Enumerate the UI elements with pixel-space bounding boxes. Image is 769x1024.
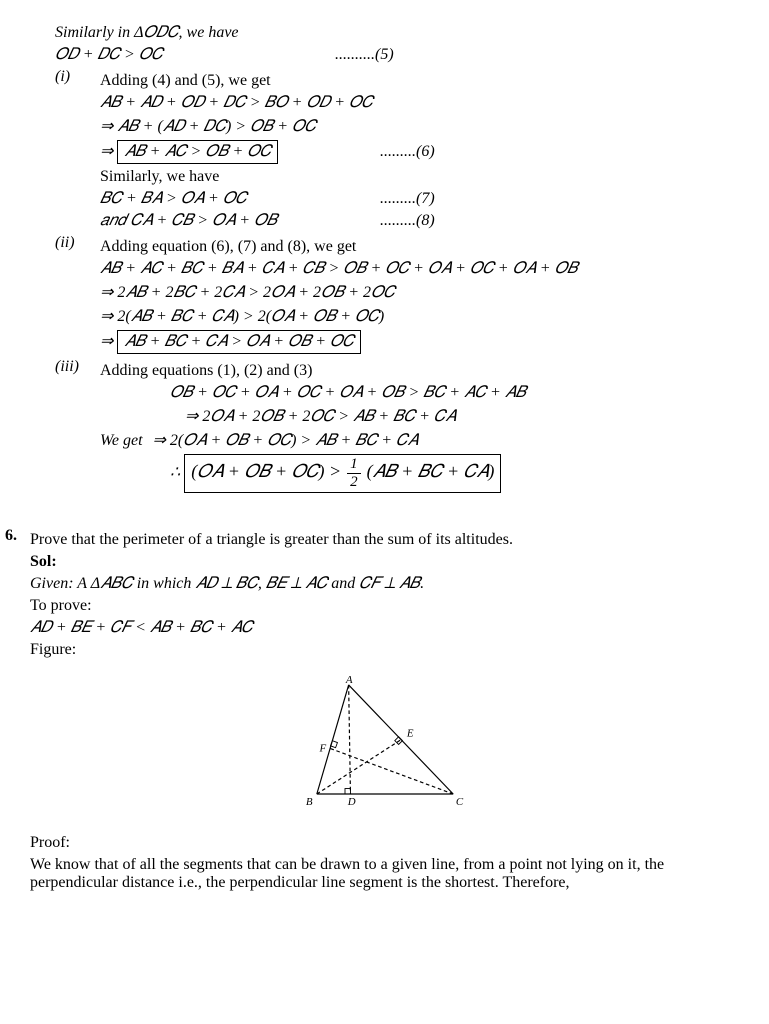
triangle-diagram: A B C D E F [285,669,485,819]
eq-i-a: 𝐴𝐵 + 𝐴𝐷 + 𝑂𝐷 + 𝐷𝐶 > 𝐵𝑂 + 𝑂𝐷 + 𝑂𝐶 [100,94,739,112]
eq-iii-c: ⇒ 2(𝑂𝐴 + 𝑂𝐵 + 𝑂𝐶) > 𝐴𝐵 + 𝐵𝐶 + 𝐶𝐴 [153,432,419,449]
svg-text:F: F [318,742,326,754]
eq-iii-d-right: (𝐴𝐵 + 𝐵𝐶 + 𝐶𝐴) [367,461,495,481]
svg-text:B: B [305,796,312,808]
eq-i-e: 𝑎𝑛𝑑 𝐶𝐴 + 𝐶𝐵 > 𝑂𝐴 + 𝑂𝐵 [100,212,380,230]
svg-text:E: E [405,728,413,740]
eq-i-e-row: 𝑎𝑛𝑑 𝐶𝐴 + 𝐶𝐵 > 𝑂𝐴 + 𝑂𝐵 .........(8) [100,212,739,230]
eq-i-d: 𝐵𝐶 + 𝐵𝐴 > 𝑂𝐴 + 𝑂𝐶 [100,190,380,208]
frac-num: 1 [347,457,361,474]
svg-text:C: C [455,796,463,808]
q6-number: 6. [5,527,30,545]
q6-toprove-eq: 𝐴𝐷 + 𝐵𝐸 + 𝐶𝐹 < 𝐴𝐵 + 𝐵𝐶 + 𝐴𝐶 [30,619,739,637]
eq-ii-a: 𝐴𝐵 + 𝐴𝐶 + 𝐵𝐶 + 𝐵𝐴 + 𝐶𝐴 + 𝐶𝐵 > 𝑂𝐵 + 𝑂𝐶 + … [100,260,739,278]
q6-statement: Prove that the perimeter of a triangle i… [30,531,739,549]
eq-ii-d-box: 𝐴𝐵 + 𝐵𝐶 + 𝐶𝐴 > 𝑂𝐴 + 𝑂𝐵 + 𝑂𝐶 [117,330,361,354]
q6-sol-label: Sol: [30,553,739,571]
eq-i-d-row: 𝐵𝐶 + 𝐵𝐴 > 𝑂𝐴 + 𝑂𝐶 .........(7) [100,190,739,208]
q6-figure: A B C D E F [30,669,739,824]
part-ii: (ii) Adding equation (6), (7) and (8), w… [55,234,739,358]
q6-proof-text: We know that of all the segments that ca… [30,856,739,892]
text-similarly-odc: Similarly in Δ𝑂𝐷𝐶, we have [55,24,739,42]
eq-i-c-box: 𝐴𝐵 + 𝐴𝐶 > 𝑂𝐵 + 𝑂𝐶 [117,140,278,164]
svg-text:D: D [346,796,355,808]
eq-iii-d-box: (𝑂𝐴 + 𝑂𝐵 + 𝑂𝐶) > 12 (𝐴𝐵 + 𝐵𝐶 + 𝐶𝐴) [184,454,501,493]
eq-ii-b: ⇒ 2𝐴𝐵 + 2𝐵𝐶 + 2𝐶𝐴 > 2𝑂𝐴 + 2𝑂𝐵 + 2𝑂𝐶 [100,282,739,302]
eq-i-c-arrow: ⇒ [100,143,113,160]
part-i: (i) Adding (4) and (5), we get 𝐴𝐵 + 𝐴𝐷 +… [55,68,739,234]
eq-iii-d-left: (𝑂𝐴 + 𝑂𝐵 + 𝑂𝐶) > [191,461,341,481]
q6-proof-label: Proof: [30,834,739,852]
eq-5-formula: 𝑂𝐷 + 𝐷𝐶 > 𝑂𝐶 [55,46,335,64]
eq-i-c-row: ⇒ 𝐴𝐵 + 𝐴𝐶 > 𝑂𝐵 + 𝑂𝐶 .........(6) [100,140,739,164]
eq-iii-a: 𝑂𝐵 + 𝑂𝐶 + 𝑂𝐴 + 𝑂𝐶 + 𝑂𝐴 + 𝑂𝐵 > 𝐵𝐶 + 𝐴𝐶 + … [170,384,739,402]
eq-5: 𝑂𝐷 + 𝐷𝐶 > 𝑂𝐶 ..........(5) [55,46,739,64]
eq-iii-d-frac: 12 [347,457,361,490]
eq-i-b: ⇒ 𝐴𝐵 + (𝐴𝐷 + 𝐷𝐶) > 𝑂𝐵 + 𝑂𝐶 [100,116,739,136]
part-iii-text1: Adding equations (1), (2) and (3) [100,362,739,380]
eq-i-e-num: .........(8) [380,212,435,230]
question-6: 6. Prove that the perimeter of a triangl… [30,527,739,896]
part-ii-label: (ii) [55,234,100,252]
frac-den: 2 [347,474,361,490]
part-ii-text1: Adding equation (6), (7) and (8), we get [100,238,739,256]
eq-iii-b: ⇒ 2𝑂𝐴 + 2𝑂𝐵 + 2𝑂𝐶 > 𝐴𝐵 + 𝐵𝐶 + 𝐶𝐴 [185,406,739,426]
svg-text:A: A [344,674,352,686]
eq-i-d-num: .........(7) [380,190,435,208]
eq-ii-d-row: ⇒ 𝐴𝐵 + 𝐵𝐶 + 𝐶𝐴 > 𝑂𝐴 + 𝑂𝐵 + 𝑂𝐶 [100,330,739,354]
q6-toprove-label: To prove: [30,597,739,615]
part-iii-label: (iii) [55,358,100,376]
eq-ii-c: ⇒ 2(𝐴𝐵 + 𝐵𝐶 + 𝐶𝐴) > 2(𝑂𝐴 + 𝑂𝐵 + 𝑂𝐶) [100,306,739,326]
part-i-text2: Similarly, we have [100,168,739,186]
eq-iii-c-row: We get ⇒ 2(𝑂𝐴 + 𝑂𝐵 + 𝑂𝐶) > 𝐴𝐵 + 𝐵𝐶 + 𝐶𝐴 [100,430,739,450]
part-i-text1: Adding (4) and (5), we get [100,72,739,90]
part-i-label: (i) [55,68,100,86]
part-iii: (iii) Adding equations (1), (2) and (3) … [55,358,739,497]
eq-iii-c-pre: We get [100,432,143,449]
q6-given: Given: A Δ𝐴𝐵𝐶 in which 𝐴𝐷 ⊥ 𝐵𝐶, 𝐵𝐸 ⊥ 𝐴𝐶 … [30,575,739,593]
eq-i-c-num: .........(6) [380,143,435,161]
eq-iii-d-row: ∴ (𝑂𝐴 + 𝑂𝐵 + 𝑂𝐶) > 12 (𝐴𝐵 + 𝐵𝐶 + 𝐶𝐴) [170,454,739,493]
eq-ii-d-arrow: ⇒ [100,333,113,350]
q6-figure-label: Figure: [30,641,739,659]
eq-5-number: ..........(5) [335,46,394,64]
eq-iii-d-therefore: ∴ [170,464,180,481]
